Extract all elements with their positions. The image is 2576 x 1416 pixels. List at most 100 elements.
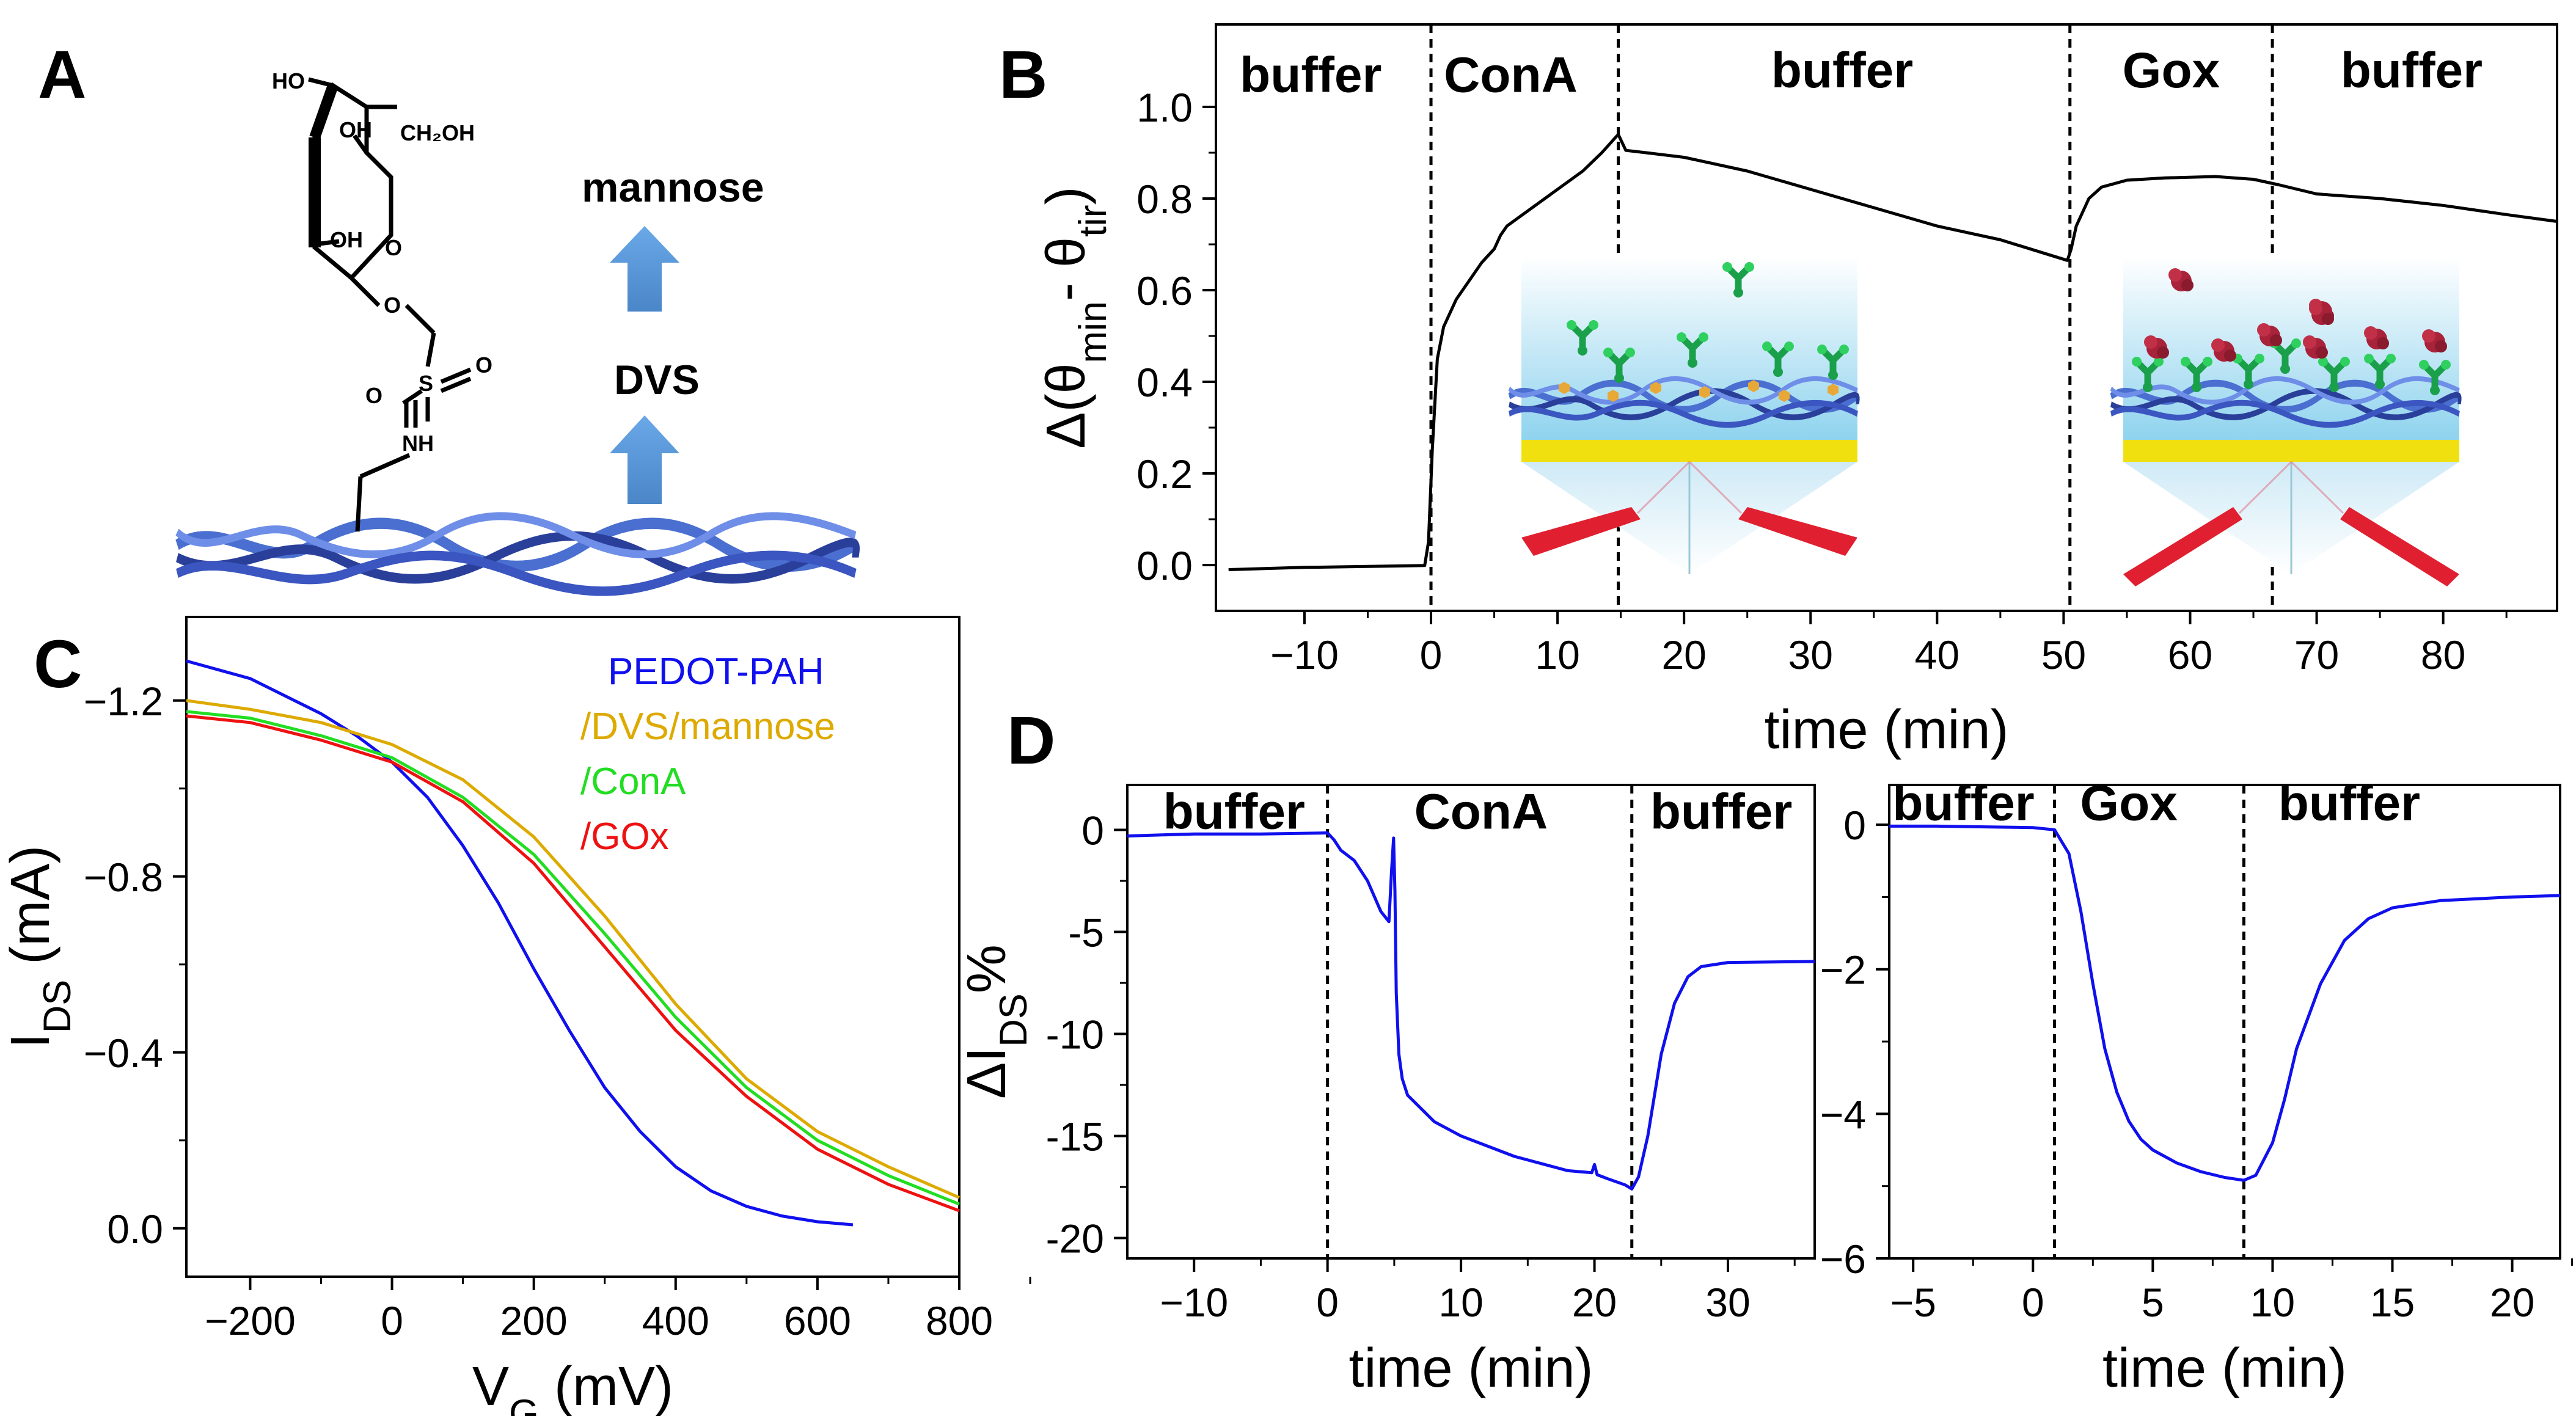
y-tick-label: −1.2 xyxy=(84,679,163,724)
spr-illustration-cona xyxy=(1509,257,1858,574)
plot-frame xyxy=(1126,784,1816,1260)
y-tick-label: -10 xyxy=(1046,1012,1104,1057)
y-tick-label: 0.4 xyxy=(1136,360,1193,405)
chem-label-ho: HO xyxy=(272,68,305,93)
x-tick-label: −5 xyxy=(1890,1280,1936,1325)
y-tick-label: -15 xyxy=(1046,1114,1104,1159)
y-tick-label: −0.8 xyxy=(84,855,163,900)
x-tick-label: 10 xyxy=(1535,632,1579,677)
x-tick-label: 600 xyxy=(784,1298,851,1343)
chem-label-ch2oh: CH₂OH xyxy=(400,120,475,145)
x-tick-label: 30 xyxy=(1788,632,1833,677)
region-label: buffer xyxy=(2341,43,2483,98)
x-tick-label: 200 xyxy=(500,1298,568,1343)
region-label: buffer xyxy=(1163,784,1305,839)
x-tick-label: 10 xyxy=(2250,1280,2295,1325)
region-label: Gox xyxy=(2080,776,2177,831)
y-tick-label: −0.4 xyxy=(84,1031,163,1076)
x-tick-label: 800 xyxy=(926,1298,993,1343)
y-tick-label: 0.2 xyxy=(1136,451,1193,497)
panel-letter-b: B xyxy=(999,37,1047,112)
chem-label-nh: NH xyxy=(402,431,434,456)
x-tick-label: 50 xyxy=(2041,632,2086,677)
chem-label-sulfonyl-oxygen-left: O xyxy=(365,383,382,408)
y-tick-label: 0.6 xyxy=(1136,268,1193,313)
x-tick-label: 40 xyxy=(1915,632,1959,677)
series-line-signal xyxy=(1889,824,2561,1182)
chem-label-ring-oxygen: O xyxy=(385,235,402,260)
chem-label-oh-lower: OH xyxy=(330,227,363,252)
y-tick-label: 0 xyxy=(1843,803,1866,848)
chem-label-sulfur: S xyxy=(419,371,433,396)
chem-label-link-oxygen: O xyxy=(384,293,401,318)
region-label: Gox xyxy=(2123,43,2220,98)
panel-a-schematic: HO OH CH₂OH OH O O S O O NH mannose DVS xyxy=(177,68,857,591)
step-label-dvs: DVS xyxy=(614,357,700,403)
y-tick-label: −6 xyxy=(1820,1236,1866,1282)
series-line-signal xyxy=(1228,133,2558,571)
y-tick-label: 0 xyxy=(1081,808,1104,853)
y-tick-label: −2 xyxy=(1820,947,1866,993)
region-label: ConA xyxy=(1414,784,1548,839)
chart-c-transfer-curves: −200 0 200 400 600 800 0.0 −0.4 −0.8 −1.2 VG (mV) I… xyxy=(0,616,1031,1416)
chart-b-spr-signal: −10 0 10 20 30 40 50 60 70 80 0.0 0.2 0.4 0.6 0.8 1.0 bu… xyxy=(1036,23,2558,761)
x-tick-label: 15 xyxy=(2370,1280,2415,1325)
x-axis-title: time (min) xyxy=(1349,1338,1594,1399)
step-arrow-lower xyxy=(610,415,679,504)
x-tick-label: 30 xyxy=(1705,1280,1750,1325)
x-tick-label: 20 xyxy=(1572,1280,1617,1325)
x-tick-label: 20 xyxy=(2490,1280,2534,1325)
region-label: buffer xyxy=(1892,776,2034,831)
x-tick-label: 20 xyxy=(1661,632,1706,677)
panel-letter-c: C xyxy=(34,627,82,702)
region-label: buffer xyxy=(2278,776,2420,831)
legend-entry: /DVS/mannose xyxy=(580,706,835,748)
chart-d-right-gox-response: −5 0 5 10 15 20 0 −2 −4 −6 buffer Gox buffer time (mi… xyxy=(1820,776,2574,1399)
panel-letter-a: A xyxy=(38,37,86,112)
chart-d-left-cona-response: −10 0 10 20 30 0 -5 -10 -15 -20 buffer ConA buffer ti… xyxy=(956,784,1816,1399)
plot-frame xyxy=(185,616,961,1278)
x-tick-label: 0 xyxy=(2022,1280,2044,1325)
x-axis-title: time (min) xyxy=(1765,699,2009,761)
plot-frame xyxy=(1215,23,2558,612)
x-tick-label: 5 xyxy=(2142,1280,2164,1325)
region-label: buffer xyxy=(1240,48,1381,103)
region-label: ConA xyxy=(1444,48,1578,103)
series-line-dvs-mannose xyxy=(186,699,960,1199)
y-tick-label: 0.0 xyxy=(1136,543,1193,588)
region-label: buffer xyxy=(1771,43,1913,98)
x-tick-label: 70 xyxy=(2294,632,2339,677)
y-tick-label: -5 xyxy=(1068,910,1104,955)
mannose-molecule-drawing xyxy=(308,77,472,532)
y-tick-label: 1.0 xyxy=(1136,85,1193,130)
x-tick-label: 0 xyxy=(1420,632,1443,677)
series-line-gox xyxy=(186,714,960,1213)
x-tick-label: −10 xyxy=(1160,1280,1228,1325)
x-tick-label: 10 xyxy=(1438,1280,1483,1325)
x-tick-label: 80 xyxy=(2421,632,2465,677)
legend-entry: PEDOT-PAH xyxy=(608,651,824,693)
spr-illustration-gox xyxy=(2111,257,2460,586)
y-axis-title: Δ(θmin- θtir) xyxy=(1036,186,1114,448)
y-tick-label: -20 xyxy=(1046,1216,1104,1261)
x-axis-title: time (min) xyxy=(2102,1338,2347,1399)
step-label-mannose: mannose xyxy=(582,164,764,211)
chem-label-sulfonyl-oxygen-right: O xyxy=(475,352,492,378)
x-tick-label: 0 xyxy=(1316,1280,1339,1325)
plot-frame xyxy=(1888,784,2561,1260)
panel-letter-d: D xyxy=(1007,703,1055,778)
step-arrow-upper xyxy=(610,226,679,312)
series-line-signal xyxy=(1127,831,1815,1191)
chem-label-oh-upper: OH xyxy=(339,117,372,142)
series-line-cona xyxy=(186,710,960,1206)
x-tick-label: −10 xyxy=(1270,632,1339,677)
x-tick-label: 60 xyxy=(2168,632,2212,677)
pedot-mesh-illustration xyxy=(177,516,857,591)
legend-entry: /ConA xyxy=(580,761,686,803)
x-tick-label: −200 xyxy=(205,1298,296,1343)
x-axis-title: VG (mV) xyxy=(472,1356,673,1416)
y-tick-label: −4 xyxy=(1820,1092,1866,1137)
x-tick-label: 0 xyxy=(381,1298,403,1343)
y-axis-title: ΔIDS% xyxy=(956,944,1035,1099)
